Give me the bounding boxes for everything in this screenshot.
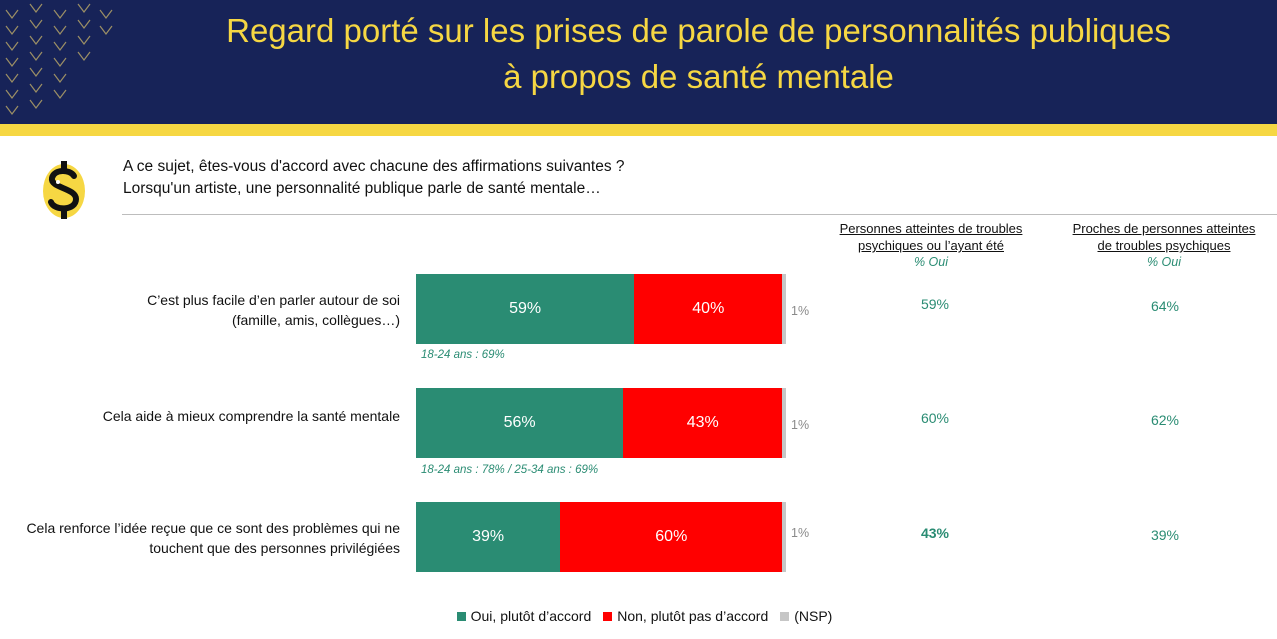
- header-accent-band: [0, 124, 1277, 136]
- age-note: 18-24 ans : 78% / 25-34 ans : 69%: [421, 464, 599, 476]
- bar-segment-nsp: [782, 502, 786, 572]
- column-header-relatives: Proches de personnes atteintes de troubl…: [1062, 220, 1266, 271]
- row-label-line: C’est plus facile d’en parler autour de …: [147, 292, 400, 308]
- row-label-line: Cela renforce l’idée reçue que ce sont d…: [26, 520, 400, 536]
- legend-item-non: Non, plutôt pas d’accord: [603, 608, 768, 624]
- row-label-2: Cela aide à mieux comprendre la santé me…: [0, 406, 400, 426]
- column-subtitle: % Oui: [913, 255, 949, 269]
- row-label-line: Cela aide à mieux comprendre la santé me…: [102, 408, 400, 424]
- legend-item-nsp: (NSP): [780, 608, 832, 624]
- bar-segment-oui: 39%: [416, 502, 561, 572]
- legend-swatch-nsp: [780, 611, 790, 621]
- data-label-oui: 39%: [472, 528, 505, 545]
- legend-item-oui: Oui, plutôt d’accord: [456, 608, 592, 624]
- data-label-oui: 56%: [503, 414, 536, 431]
- legend-label-oui: Oui, plutôt d’accord: [470, 608, 592, 624]
- column-title-line-1: Proches de personnes atteintes: [1072, 221, 1256, 236]
- chevron-pattern-decoration: [5, 3, 113, 115]
- stacked-bar-1: 59% 40%: [416, 274, 786, 344]
- stacked-bar-2: 56% 43%: [416, 388, 786, 458]
- data-label-nsp: 1%: [791, 526, 810, 540]
- column-title-line-2: de troubles psychiques: [1097, 238, 1231, 253]
- column-title-line-2: psychiques ou l’ayant été: [858, 238, 1004, 253]
- row-label-1: C’est plus facile d’en parler autour de …: [0, 290, 400, 330]
- legend-label-non: Non, plutôt pas d’accord: [617, 608, 769, 624]
- bar-segment-non: 60%: [560, 502, 783, 572]
- stacked-bar-3: 39% 60%: [416, 502, 786, 572]
- bar-segment-non: 43%: [623, 388, 783, 458]
- data-label-oui: 59%: [509, 300, 542, 317]
- data-label-nsp: 1%: [791, 418, 810, 432]
- data-label-nsp: 1%: [791, 304, 810, 318]
- legend-swatch-non: [603, 611, 613, 621]
- brand-logo-icon: [43, 161, 85, 219]
- survey-question: A ce sujet, êtes-vous d'accord avec chac…: [123, 156, 625, 200]
- title-line-2: à propos de santé mentale: [503, 58, 894, 95]
- bar-segment-nsp: [782, 274, 786, 344]
- chart-legend: Oui, plutôt d’accord Non, plutôt pas d’a…: [0, 608, 1277, 624]
- row-label-line: (famille, amis, collègues…): [231, 312, 400, 328]
- column-value-relatives: 62%: [1150, 412, 1180, 428]
- row-label-3: Cela renforce l’idée reçue que ce sont d…: [0, 518, 400, 558]
- column-subtitle: % Oui: [1146, 255, 1182, 269]
- column-value-relatives: 64%: [1150, 298, 1180, 314]
- column-value-affected: 43%: [920, 525, 950, 541]
- bar-segment-nsp: [782, 388, 786, 458]
- header-banner: Regard porté sur les prises de parole de…: [0, 0, 1277, 124]
- legend-swatch-oui: [456, 611, 466, 621]
- title-line-1: Regard porté sur les prises de parole de…: [226, 12, 1171, 49]
- bar-segment-oui: 59%: [416, 274, 635, 344]
- bar-segment-non: 40%: [634, 274, 783, 344]
- legend-label-nsp: (NSP): [794, 608, 833, 624]
- age-note: 18-24 ans : 69%: [421, 349, 505, 361]
- data-label-non: 43%: [686, 414, 719, 431]
- bar-segment-oui: 56%: [416, 388, 624, 458]
- column-value-affected: 59%: [920, 296, 950, 312]
- data-label-non: 60%: [655, 528, 688, 545]
- divider-line: [122, 214, 1277, 215]
- page-title: Regard porté sur les prises de parole de…: [120, 8, 1277, 100]
- column-value-relatives: 39%: [1150, 527, 1180, 543]
- column-value-affected: 60%: [920, 410, 950, 426]
- question-line-1: A ce sujet, êtes-vous d'accord avec chac…: [123, 158, 625, 175]
- row-label-line: touchent que des personnes privilégiées: [149, 540, 400, 556]
- question-line-2: Lorsqu'un artiste, une personnalité publ…: [123, 180, 601, 197]
- column-header-affected: Personnes atteintes de troubles psychiqu…: [830, 220, 1032, 271]
- data-label-non: 40%: [692, 300, 725, 317]
- column-title-line-1: Personnes atteintes de troubles: [839, 221, 1023, 236]
